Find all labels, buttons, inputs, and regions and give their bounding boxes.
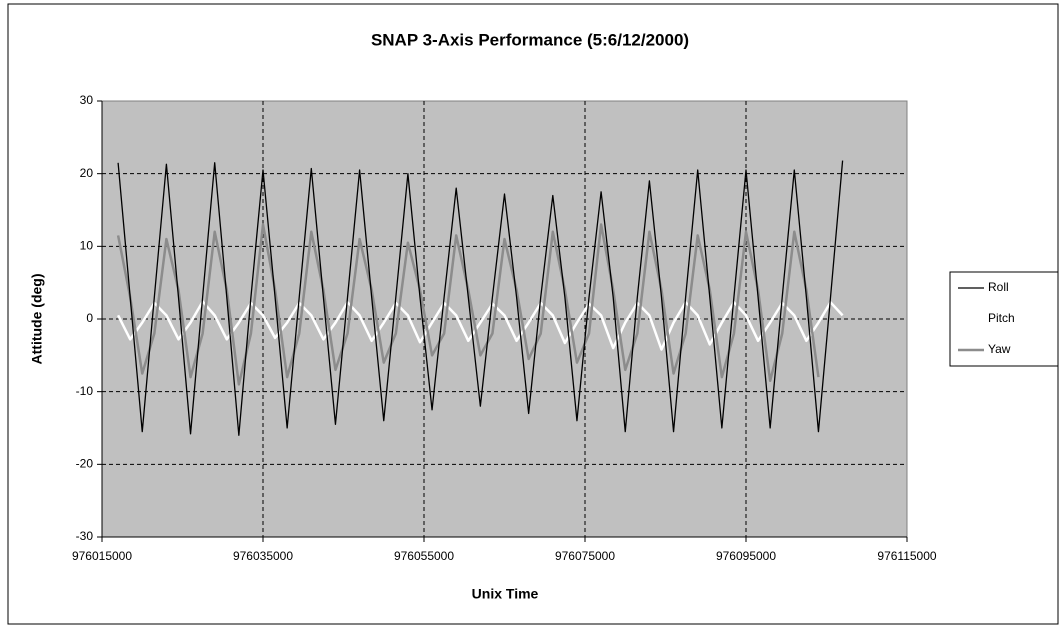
x-tick-label: 976095000 — [716, 549, 776, 563]
y-tick-label: -30 — [76, 529, 94, 543]
series-line — [116, 223, 820, 386]
y-tick-label: -10 — [76, 384, 94, 398]
x-tick-label: 976075000 — [555, 549, 615, 563]
legend-label: Yaw — [988, 342, 1011, 356]
legend-label: Pitch — [988, 311, 1015, 325]
y-tick-label: 0 — [86, 311, 93, 325]
y-tick-label: 30 — [80, 93, 94, 107]
y-axis-title: Attitude (deg) — [29, 274, 45, 365]
x-tick-label: 976035000 — [233, 549, 293, 563]
y-tick-label: 20 — [80, 166, 94, 180]
legend-label: Roll — [988, 280, 1009, 294]
x-axis-title: Unix Time — [472, 586, 539, 602]
x-tick-label: 976015000 — [72, 549, 132, 563]
chart-title: SNAP 3-Axis Performance (5:6/12/2000) — [371, 30, 689, 49]
series-line — [116, 300, 844, 351]
x-tick-label: 976055000 — [394, 549, 454, 563]
x-tick-label: 976115000 — [877, 549, 937, 563]
y-tick-label: 10 — [80, 239, 94, 253]
series-line — [117, 160, 844, 436]
y-tick-label: -20 — [76, 457, 94, 471]
